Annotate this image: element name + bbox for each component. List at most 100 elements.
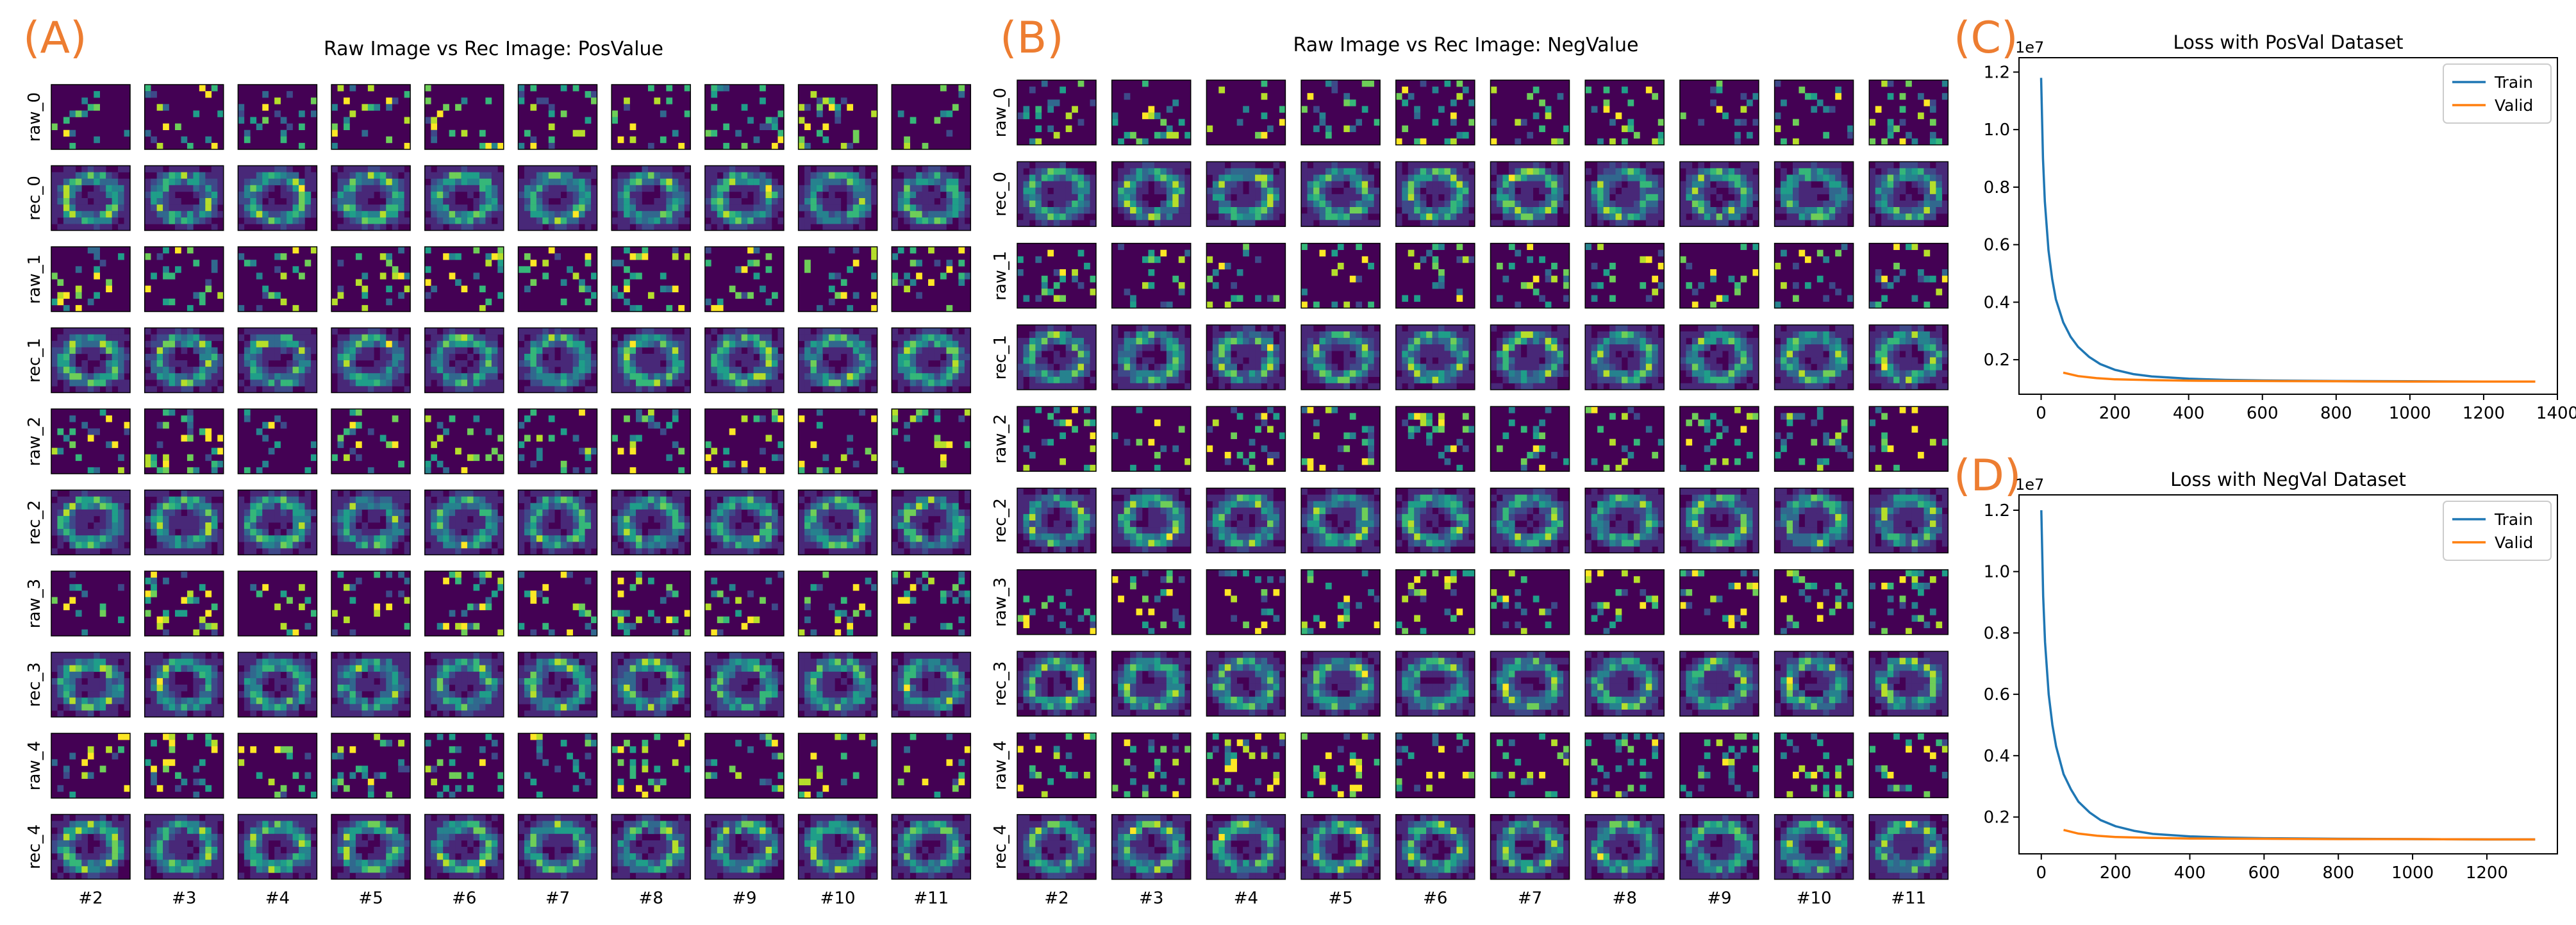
heatmap-tile [1300, 487, 1381, 554]
heatmap-tile [424, 408, 504, 474]
chart-title: Loss with NegVal Dataset [2170, 469, 2406, 490]
panel-d: (D) Loss with NegVal Dataset 1e7 0 200 400 60… [1954, 451, 2558, 883]
heatmap-tile [611, 327, 691, 394]
x-tick-label: 0 [2036, 863, 2047, 883]
heatmap-tile [1395, 651, 1475, 717]
column-label: #10 [1797, 889, 1832, 908]
heatmap-tile [704, 813, 785, 880]
panel-c: (C) Loss with PosVal Dataset 1e7 0 200 400 60… [1954, 13, 2576, 423]
heatmap-tile [891, 733, 972, 799]
heatmap-tile [704, 165, 785, 231]
y-multiplier: 1e7 [2015, 38, 2044, 56]
row-label: raw_3 [25, 579, 44, 628]
heatmap-tile [1679, 324, 1759, 390]
heatmap-tile [331, 813, 411, 880]
heatmap-tile [1300, 406, 1381, 472]
heatmap-tile [611, 733, 691, 799]
y-tick-label: 0.2 [1984, 351, 2010, 370]
x-tick-label: 400 [2173, 404, 2205, 423]
heatmap-tile [144, 733, 224, 799]
heatmap-tile [797, 246, 878, 312]
heatmap-tile [1679, 242, 1759, 309]
y-tick-label: 0.4 [1984, 747, 2010, 766]
legend: Train Valid [2443, 501, 2552, 561]
heatmap-tile [891, 813, 972, 880]
heatmap-tile [1111, 651, 1192, 717]
heatmap-tile [51, 246, 131, 312]
heatmap-tile [237, 489, 318, 556]
heatmap-tile [1774, 79, 1854, 146]
heatmap-tile [517, 733, 598, 799]
heatmap-tile [704, 733, 785, 799]
panel-b-letter: (B) [1000, 13, 1064, 63]
series-line-valid [2063, 829, 2536, 841]
row-label: rec_1 [25, 338, 44, 383]
heatmap-tile [1300, 161, 1381, 228]
heatmap-tile [1300, 324, 1381, 390]
heatmap-tile [144, 489, 224, 556]
heatmap-tile [1111, 813, 1192, 880]
heatmap-tile [1774, 569, 1854, 635]
heatmap-tile [237, 813, 318, 880]
column-label: #6 [1423, 889, 1447, 908]
panel-a: (A) Raw Image vs Rec Image: PosValue raw… [23, 13, 972, 908]
heatmap-tile [1679, 813, 1759, 880]
heatmap-tile [237, 733, 318, 799]
heatmap-tile [517, 408, 598, 474]
heatmap-tile [891, 165, 972, 231]
y-tick-label: 0.8 [1984, 178, 2010, 197]
row-label: raw_1 [25, 254, 44, 304]
heatmap-tile [1395, 487, 1475, 554]
y-tick-label: 1.2 [1984, 63, 2010, 82]
heatmap-tile [1395, 732, 1475, 799]
column-label: #5 [358, 889, 383, 908]
heatmap-tile [144, 571, 224, 637]
column-label: #9 [732, 889, 756, 908]
heatmap-tile [1111, 161, 1192, 228]
heatmap-tile [1490, 651, 1570, 717]
heatmap-tile [331, 733, 411, 799]
row-label: rec_4 [991, 824, 1010, 869]
heatmap-tile [1300, 732, 1381, 799]
heatmap-tile [797, 408, 878, 474]
heatmap-tile [1774, 651, 1854, 717]
heatmap-tile [1206, 406, 1286, 472]
heatmap-tile [331, 165, 411, 231]
heatmap-tile [1490, 242, 1570, 309]
heatmap-tile [1490, 406, 1570, 472]
heatmap-tile [237, 327, 318, 394]
x-tick-label: 800 [2320, 404, 2352, 423]
heatmap-tile [1017, 487, 1097, 554]
heatmap-tile [1206, 161, 1286, 228]
heatmap-tile [797, 327, 878, 394]
heatmap-tile [424, 246, 504, 312]
x-tick-label: 1400 [2536, 404, 2576, 423]
chart-title: Loss with PosVal Dataset [2173, 31, 2403, 53]
heatmap-tile [1206, 569, 1286, 635]
heatmap-tile [51, 327, 131, 394]
heatmap-tile [1584, 813, 1665, 880]
heatmap-tile [611, 651, 691, 718]
legend-label: Valid [2495, 533, 2533, 552]
heatmap-tile [1774, 487, 1854, 554]
column-label: #7 [545, 889, 570, 908]
heatmap-tile [237, 571, 318, 637]
heatmap-tile [1017, 813, 1097, 880]
heatmap-tile [1017, 406, 1097, 472]
heatmap-tile [611, 571, 691, 637]
row-label: raw_4 [25, 741, 44, 790]
heatmap-tile [1300, 242, 1381, 309]
heatmap-tile [144, 651, 224, 718]
column-label: #8 [1613, 889, 1637, 908]
column-label: #11 [1891, 889, 1926, 908]
heatmap-tile [1017, 569, 1097, 635]
series-line-valid [2063, 371, 2536, 383]
heatmap-tile [1490, 813, 1570, 880]
heatmap-tile [1490, 487, 1570, 554]
panel-a-title: Raw Image vs Rec Image: PosValue [324, 38, 663, 60]
heatmap-tile [1868, 732, 1949, 799]
heatmap-tile [517, 327, 598, 394]
column-label: #6 [452, 889, 476, 908]
heatmap-tile [517, 489, 598, 556]
row-label: raw_0 [25, 92, 44, 142]
